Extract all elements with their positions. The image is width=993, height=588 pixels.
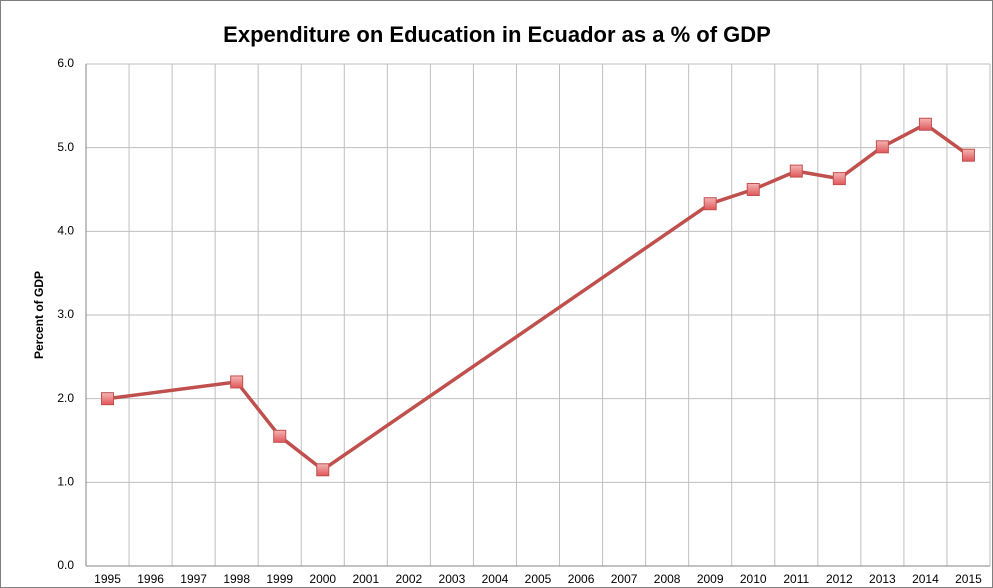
x-tick-label: 2002 bbox=[396, 572, 423, 586]
x-tick-label: 2004 bbox=[482, 572, 509, 586]
x-tick-label: 2006 bbox=[568, 572, 595, 586]
x-tick-label: 2012 bbox=[826, 572, 853, 586]
x-tick-label: 2007 bbox=[611, 572, 638, 586]
x-tick-label: 2014 bbox=[912, 572, 939, 586]
y-tick-label: 4.0 bbox=[57, 224, 74, 238]
data-point bbox=[230, 375, 244, 389]
data-point bbox=[875, 140, 889, 154]
y-tick-label: 5.0 bbox=[57, 140, 74, 154]
x-tick-label: 2015 bbox=[955, 572, 982, 586]
x-tick-label: 2003 bbox=[439, 572, 466, 586]
x-tick-label: 2009 bbox=[697, 572, 724, 586]
data-point bbox=[832, 172, 846, 186]
data-point bbox=[789, 164, 803, 178]
y-tick-label: 0.0 bbox=[57, 558, 74, 572]
chart-title: Expenditure on Education in Ecuador as a… bbox=[223, 22, 771, 47]
data-point bbox=[746, 183, 760, 196]
x-tick-label: 2010 bbox=[740, 572, 767, 586]
x-tick-label: 2008 bbox=[654, 572, 681, 586]
data-point bbox=[961, 148, 975, 162]
y-tick-label: 6.0 bbox=[57, 56, 74, 70]
data-point bbox=[273, 429, 287, 443]
y-tick-label: 3.0 bbox=[57, 307, 74, 321]
x-tick-label: 1995 bbox=[94, 572, 121, 586]
data-point bbox=[703, 197, 717, 211]
x-tick-label: 1996 bbox=[137, 572, 164, 586]
x-tick-label: 1997 bbox=[180, 572, 207, 586]
data-point bbox=[316, 463, 330, 477]
x-tick-label: 1999 bbox=[266, 572, 293, 586]
x-tick-label: 2000 bbox=[309, 572, 336, 586]
x-tick-label: 2013 bbox=[869, 572, 896, 586]
x-tick-label: 2001 bbox=[352, 572, 379, 586]
y-tick-label: 1.0 bbox=[57, 475, 74, 489]
data-point bbox=[918, 117, 932, 131]
x-tick-label: 2005 bbox=[525, 572, 552, 586]
y-axis-label: Percent of GDP bbox=[32, 271, 46, 359]
y-tick-label: 2.0 bbox=[57, 391, 74, 405]
x-tick-label: 1998 bbox=[223, 572, 250, 586]
data-point bbox=[101, 392, 115, 406]
x-tick-label: 2011 bbox=[783, 572, 809, 586]
